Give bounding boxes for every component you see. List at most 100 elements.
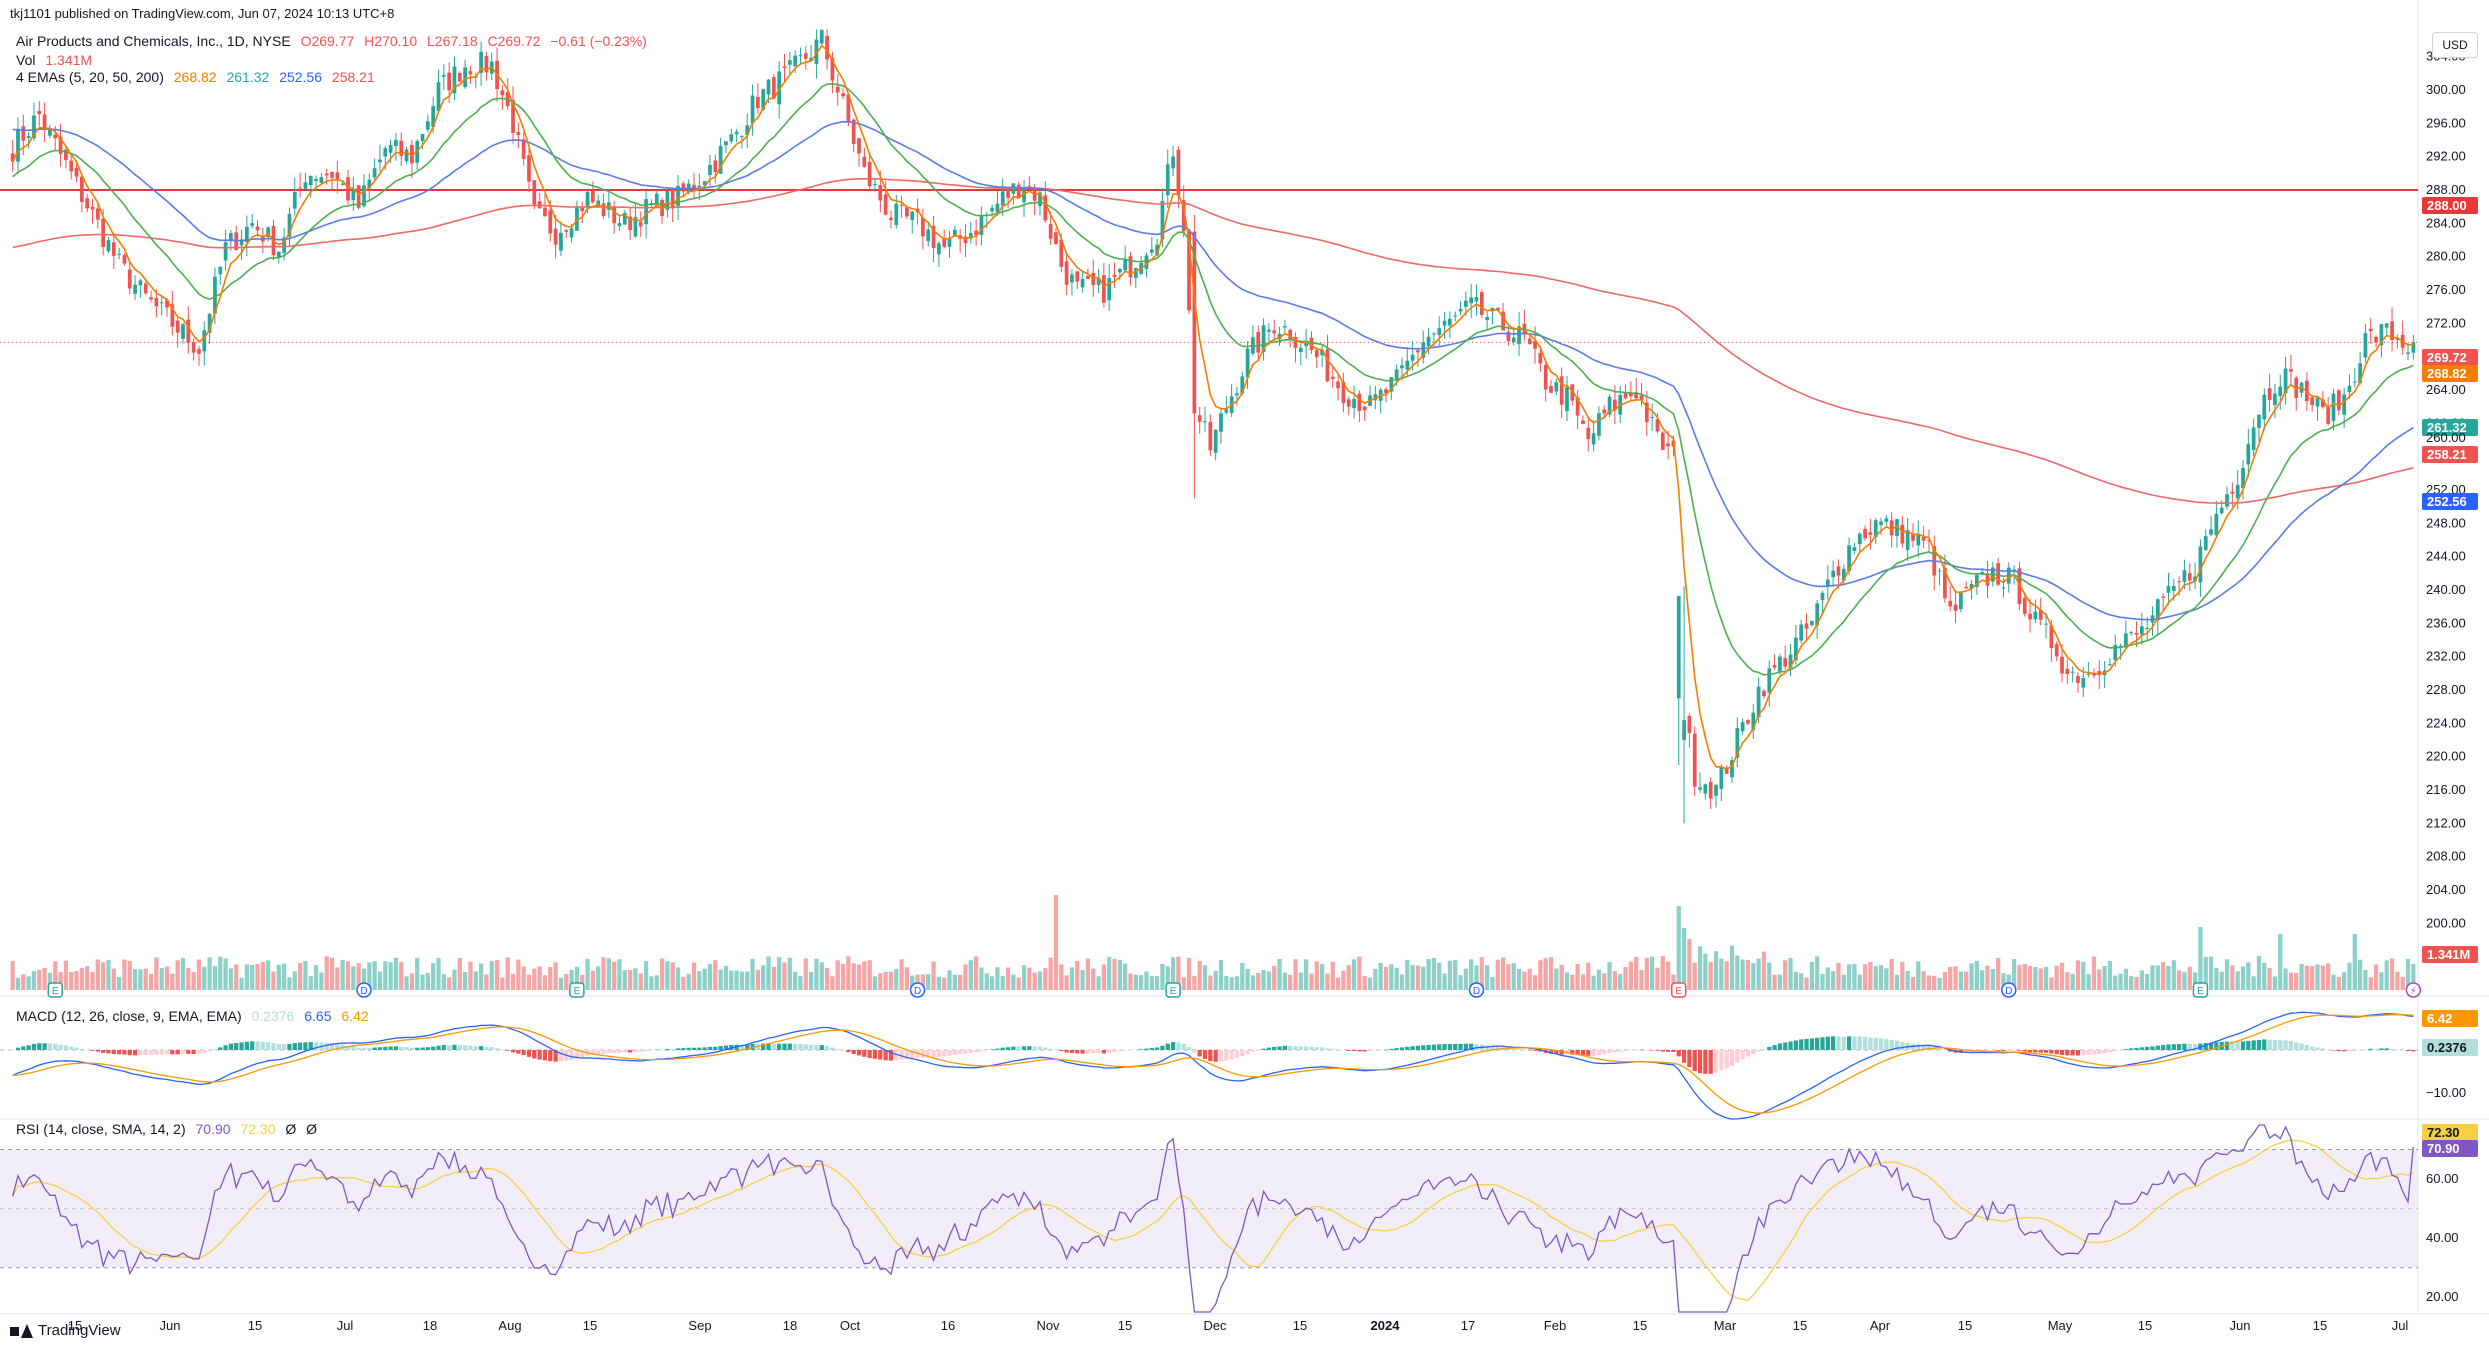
macd-histogram-bar <box>1021 1046 1027 1050</box>
candle-body <box>431 106 436 127</box>
tradingview-logo[interactable]: TradingView <box>10 1322 121 1339</box>
macd-histogram-bar <box>377 1047 383 1050</box>
volume-legend[interactable]: Vol 1.341M <box>16 52 98 68</box>
macd-histogram-bar <box>1389 1048 1394 1050</box>
macd-histogram-bar <box>713 1046 718 1050</box>
volume-bar <box>1793 971 1798 990</box>
volume-bar <box>1506 964 1511 990</box>
candle-body <box>841 93 845 97</box>
macd-histogram-bar <box>1277 1046 1282 1050</box>
volume-bar <box>1564 972 1570 990</box>
volume-bar <box>2166 966 2171 990</box>
candle-body <box>2342 394 2347 415</box>
volume-bar <box>2054 965 2059 990</box>
macd-histogram-bar <box>1075 1050 1080 1054</box>
volume-bar <box>2086 974 2091 990</box>
candle <box>638 211 643 237</box>
volume-bar <box>1107 956 1112 990</box>
candle <box>1660 431 1665 451</box>
time-tick-label: 18 <box>423 1318 437 1333</box>
candle-body <box>2347 385 2352 393</box>
macd-histogram-bar <box>202 1050 207 1053</box>
macd-histogram-bar <box>707 1046 713 1050</box>
candle <box>2411 334 2416 360</box>
ema-legend[interactable]: 4 EMAs (5, 20, 50, 200) 268.82 261.32 25… <box>16 69 381 85</box>
price-tick-label: 248.00 <box>2426 515 2466 530</box>
volume-bar <box>287 977 292 990</box>
volume-bar <box>1016 977 1021 990</box>
volume-bar <box>1415 965 1421 990</box>
candle <box>64 146 68 169</box>
candle <box>1368 385 1372 407</box>
currency-button[interactable]: USD <box>2432 32 2478 58</box>
macd-histogram-bar <box>1665 1050 1671 1052</box>
candle-body <box>1799 624 1804 641</box>
macd-histogram-bar <box>1415 1045 1421 1050</box>
macd-histogram-bar <box>1282 1045 1287 1050</box>
candle <box>42 102 47 142</box>
volume-bar <box>1442 973 1447 990</box>
candle <box>420 133 425 150</box>
candle <box>2124 620 2128 650</box>
dividend-marker-label: D <box>360 986 367 997</box>
tradingview-icon <box>10 1323 33 1338</box>
symbol-legend[interactable]: Air Products and Chemicals, Inc., 1D, NY… <box>16 33 653 49</box>
macd-histogram-bar <box>1266 1047 1272 1050</box>
candle-body <box>351 189 356 201</box>
macd-histogram-bar <box>920 1050 926 1058</box>
macd-histogram-bar <box>143 1050 148 1056</box>
symbol-title[interactable]: Air Products and Chemicals, Inc., 1D, NY… <box>16 33 291 49</box>
candle-body <box>1479 292 1484 315</box>
candle-body <box>154 298 159 307</box>
candle-body <box>287 213 292 237</box>
candle-body <box>2310 397 2315 406</box>
candle-body <box>1426 336 1431 347</box>
candle <box>1932 535 1937 591</box>
macd-histogram-bar <box>1037 1046 1043 1050</box>
dividend-marker <box>1468 982 1485 998</box>
macd-histogram-bar <box>2011 1050 2017 1051</box>
candle <box>995 190 1000 216</box>
macd-histogram-bar <box>2357 1050 2363 1051</box>
volume-bar <box>116 977 122 990</box>
macd-histogram-bar <box>1474 1043 1479 1050</box>
macd-histogram-bar <box>1101 1050 1107 1054</box>
volume-bar <box>1969 963 1974 990</box>
volume-bar <box>1346 965 1351 990</box>
volume-bar <box>473 971 478 990</box>
macd-histogram-bar <box>1149 1048 1154 1050</box>
volume-bar <box>21 974 26 990</box>
macd-histogram-bar <box>612 1050 617 1054</box>
candle <box>441 64 446 90</box>
macd-histogram-bar <box>425 1047 430 1050</box>
macd-histogram-bar <box>761 1043 766 1050</box>
candle <box>2225 486 2229 510</box>
candle-body <box>1607 396 1612 415</box>
volume-bar <box>1532 975 1538 990</box>
volume-bar <box>1527 968 1532 990</box>
candle-body <box>921 217 925 237</box>
volume-bar <box>553 962 558 990</box>
candle <box>2390 307 2394 352</box>
volume-bar <box>367 962 372 990</box>
macd-legend[interactable]: MACD (12, 26, close, 9, EMA, EMA) 0.2376… <box>16 1008 375 1024</box>
candle <box>2033 599 2038 623</box>
candle-body <box>1884 518 1889 522</box>
volume-bar <box>79 967 84 990</box>
volume-bar <box>1618 974 1623 990</box>
candle <box>1112 262 1117 288</box>
volume-bar <box>2097 969 2102 990</box>
volume-bar <box>1341 970 1346 990</box>
volume-bar <box>1410 964 1415 990</box>
volume-bar <box>202 966 207 990</box>
volume-bar <box>377 971 383 990</box>
macd-histogram-bar <box>1128 1050 1133 1051</box>
macd-histogram-bar <box>1591 1050 1596 1056</box>
candle <box>1330 366 1335 389</box>
volume-bar <box>2246 962 2251 990</box>
candle <box>175 316 180 348</box>
volume-bar <box>590 970 595 990</box>
macd-histogram-bar <box>1921 1045 1926 1050</box>
rsi-legend[interactable]: RSI (14, close, SMA, 14, 2) 70.90 72.30 … <box>16 1121 323 1137</box>
